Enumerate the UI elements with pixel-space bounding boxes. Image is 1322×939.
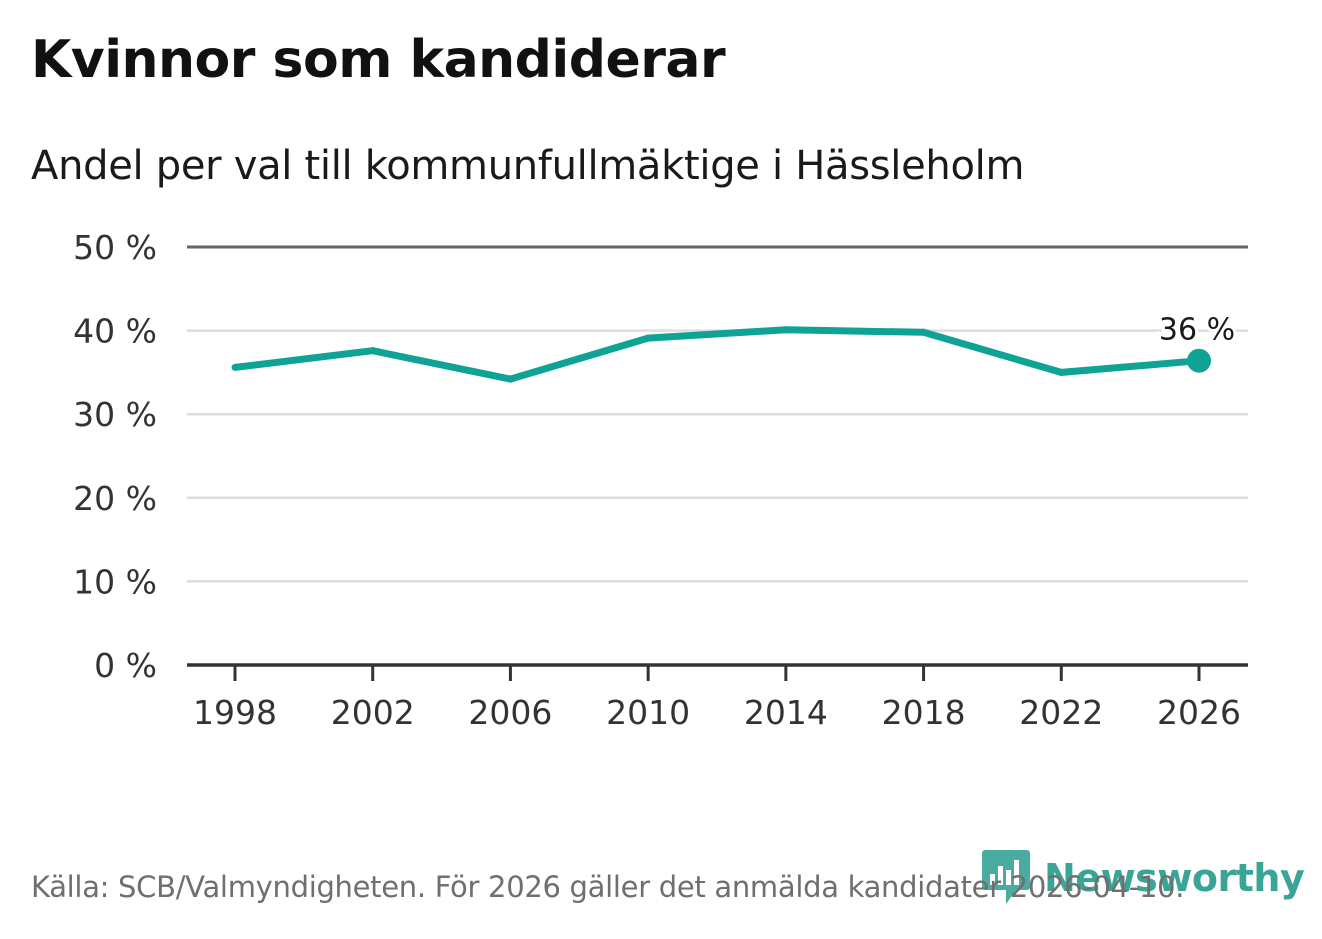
data-label: 36 %	[1159, 313, 1235, 348]
y-tick-label: 20 %	[73, 479, 157, 518]
chart-subtitle: Andel per val till kommunfullmäktige i H…	[31, 143, 1025, 189]
data-point	[920, 328, 928, 336]
data-point	[782, 326, 790, 334]
y-tick-label: 0 %	[94, 646, 157, 685]
data-point	[369, 347, 377, 355]
x-tick-label: 2026	[1157, 693, 1241, 732]
y-tick-label: 10 %	[73, 562, 157, 601]
newsworthy-logo-icon	[982, 850, 1030, 904]
x-tick-label: 2018	[882, 693, 966, 732]
x-tick-label: 2002	[331, 693, 415, 732]
data-point	[1057, 368, 1065, 376]
data-point	[644, 334, 652, 342]
y-tick-label: 40 %	[73, 312, 157, 351]
brand-name: Newsworthy	[1044, 856, 1305, 900]
x-tick-label: 2022	[1019, 693, 1103, 732]
y-tick-label: 30 %	[73, 395, 157, 434]
series-line	[234, 326, 1200, 383]
x-tick-label: 1998	[193, 693, 277, 732]
data-point	[231, 363, 239, 371]
data-point	[506, 375, 514, 383]
y-tick-label: 50 %	[73, 228, 157, 267]
x-tick-label: 2010	[606, 693, 690, 732]
endpoint-marker	[1187, 348, 1211, 373]
source-note: Källa: SCB/Valmyndigheten. För 2026 gäll…	[31, 870, 1185, 904]
chart-title: Kvinnor som kandiderar	[31, 30, 726, 90]
x-tick-label: 2014	[744, 693, 828, 732]
x-tick-label: 2006	[468, 693, 552, 732]
brand: Newsworthy	[982, 848, 1305, 908]
